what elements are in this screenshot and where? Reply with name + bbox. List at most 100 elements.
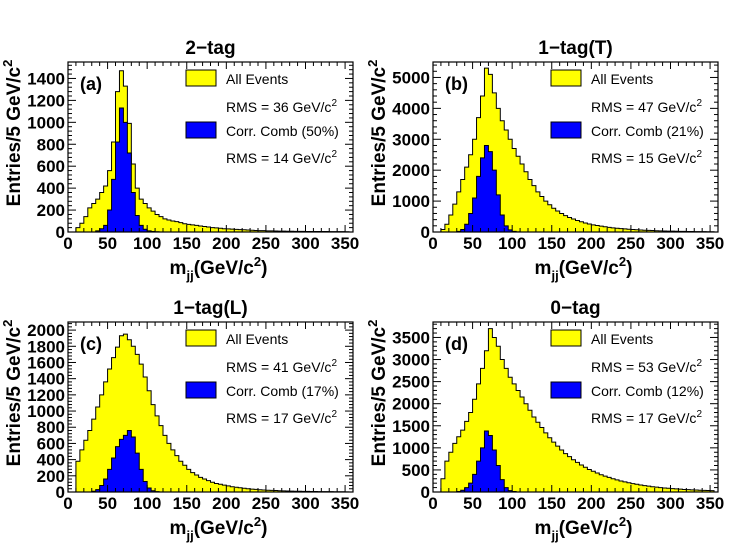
legend-swatch-corr-comb [550, 381, 582, 399]
x-tick-label: 200 [577, 494, 605, 513]
y-label-superscript: 2 [365, 60, 380, 67]
x-tick-label: 150 [173, 494, 201, 513]
panel-title: 1−tag(L) [173, 298, 247, 319]
x-tick-label: 100 [133, 494, 161, 513]
x-tick-label: 300 [291, 234, 319, 253]
y-tick-label: 1200 [27, 91, 65, 110]
x-label-subscript: jj [185, 268, 193, 283]
legend-rms-corr-comb: RMS = 15 GeV/c2 [591, 149, 702, 166]
x-tick-label: 0 [428, 494, 437, 513]
histogram-corr-comb [68, 429, 163, 493]
x-axis-label: mjj(GeV/c2) [535, 514, 633, 543]
x-tick-label: 200 [212, 234, 240, 253]
y-tick-label: 1600 [27, 353, 65, 372]
x-tick-label: 250 [252, 494, 280, 513]
legend-swatch-corr-comb [185, 381, 217, 399]
rms-superscript: 2 [331, 149, 337, 160]
legend-label-all-events: All Events [591, 331, 653, 347]
x-tick-label: 250 [617, 494, 645, 513]
y-tick-label: 400 [37, 179, 65, 198]
x-label-unit: (GeV/c [194, 518, 255, 539]
y-tick-label: 1800 [27, 337, 65, 356]
panel-a: 0 50 100 150 200 250 300 350 0 200 400 600 800 1000 12… [0, 38, 359, 283]
y-tick-label: 1000 [27, 113, 65, 132]
panel-title: 2−tag [185, 38, 235, 59]
rms-text: RMS = 17 GeV/c [591, 410, 696, 426]
x-label-main: m [170, 258, 187, 279]
x-tick-label: 100 [133, 234, 161, 253]
legend-swatch-corr-comb [185, 121, 217, 139]
y-tick-label: 600 [37, 157, 65, 176]
x-tick-label: 250 [252, 234, 280, 253]
x-label-superscript: 2 [619, 514, 626, 529]
y-tick-label: 0 [56, 223, 65, 242]
x-label-main: m [535, 518, 552, 539]
x-tick-label: 50 [463, 234, 482, 253]
legend-label-corr-comb: Corr. Comb (21%) [591, 123, 704, 139]
x-axis-label: mjj(GeV/c2) [170, 514, 268, 543]
rms-text: RMS = 53 GeV/c [591, 359, 696, 375]
rms-text: RMS = 14 GeV/c [226, 150, 331, 166]
x-axis-label: mjj(GeV/c2) [170, 254, 268, 283]
legend-rms-corr-comb: RMS = 17 GeV/c2 [591, 409, 702, 426]
legend-swatch-all-events [185, 329, 217, 347]
x-tick-label: 200 [577, 234, 605, 253]
y-axis-label: Entries/5 GeV/c2 [0, 60, 25, 207]
x-tick-label: 350 [331, 494, 359, 513]
y-tick-label: 1000 [392, 192, 430, 211]
y-tick-label: 1200 [27, 386, 65, 405]
x-tick-label: 50 [98, 494, 117, 513]
y-tick-label: 600 [37, 434, 65, 453]
x-tick-label: 100 [498, 234, 526, 253]
y-tick-label: 3000 [392, 351, 430, 370]
x-tick-label: 0 [63, 494, 72, 513]
y-tick-label: 0 [56, 483, 65, 502]
rms-text: RMS = 17 GeV/c [226, 410, 331, 426]
y-tick-label: 0 [421, 223, 430, 242]
y-tick-label: 200 [37, 201, 65, 220]
x-tick-label: 350 [696, 234, 724, 253]
x-label-unit: (GeV/c [559, 258, 620, 279]
panel-title: 1−tag(T) [538, 38, 612, 59]
x-tick-label: 100 [498, 494, 526, 513]
rms-text: RMS = 15 GeV/c [591, 150, 696, 166]
legend-label-all-events: All Events [591, 71, 653, 87]
histogram-all-events [68, 70, 350, 233]
legend-rms-corr-comb: RMS = 17 GeV/c2 [226, 409, 337, 426]
x-label-superscript: 2 [254, 254, 261, 269]
x-tick-label: 150 [538, 494, 566, 513]
y-tick-label: 400 [37, 451, 65, 470]
rms-text: RMS = 41 GeV/c [226, 359, 331, 375]
y-tick-label: 2000 [27, 321, 65, 340]
legend-swatch-all-events [550, 329, 582, 347]
x-tick-label: 150 [538, 234, 566, 253]
legend-label-corr-comb: Corr. Comb (17%) [226, 383, 339, 399]
panel-title: 0−tag [550, 298, 600, 319]
rms-superscript: 2 [696, 149, 702, 160]
rms-superscript: 2 [331, 409, 337, 420]
y-tick-label: 3000 [392, 130, 430, 149]
x-label-close: ) [261, 518, 267, 539]
panel-d: 0 50 100 150 200 250 300 3500500100015002000250… [365, 298, 724, 543]
x-tick-label: 300 [291, 494, 319, 513]
y-tick-label: 3500 [392, 328, 430, 347]
legend-swatch-all-events [185, 69, 217, 87]
y-tick-label: 1500 [392, 417, 430, 436]
legend-label-all-events: All Events [226, 71, 288, 87]
y-tick-label: 2500 [392, 373, 430, 392]
rms-superscript: 2 [696, 409, 702, 420]
x-label-unit: (GeV/c [559, 518, 620, 539]
y-tick-label: 500 [402, 461, 430, 480]
panel-c: 0 50 100 150 200 250 300 3500200400600800100012… [0, 298, 359, 543]
rms-superscript: 2 [696, 98, 702, 109]
x-label-unit: (GeV/c [194, 258, 255, 279]
y-axis-label: Entries/5 GeV/c2 [0, 320, 25, 467]
legend-rms-all-events: RMS = 53 GeV/c2 [591, 358, 702, 375]
x-label-subscript: jj [185, 528, 193, 543]
rms-text: RMS = 36 GeV/c [226, 99, 331, 115]
x-tick-label: 0 [428, 234, 437, 253]
y-tick-label: 1400 [27, 370, 65, 389]
x-label-superscript: 2 [254, 514, 261, 529]
x-tick-label: 0 [63, 234, 72, 253]
panel-label: (c) [80, 334, 102, 354]
